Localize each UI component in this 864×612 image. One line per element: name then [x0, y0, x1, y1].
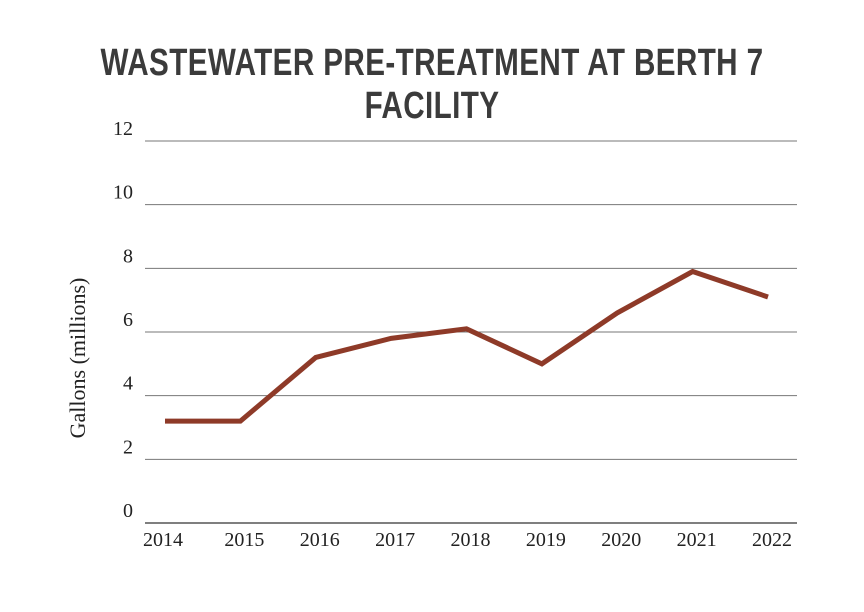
chart-title: WASTEWATER PRE-TREATMENT AT BERTH 7 FACI… — [100, 42, 764, 127]
y-tick-label: 0 — [123, 500, 133, 522]
x-tick-label: 2017 — [375, 529, 415, 551]
y-tick-label: 4 — [123, 373, 133, 395]
x-tick-label: 2015 — [224, 529, 264, 551]
x-tick-label: 2020 — [601, 529, 641, 551]
y-tick-label: 12 — [113, 118, 133, 140]
y-tick-label: 8 — [123, 245, 133, 267]
x-tick-label: 2022 — [752, 529, 792, 551]
y-tick-label: 10 — [113, 182, 133, 204]
x-tick-label: 2019 — [526, 529, 566, 551]
y-tick-label: 2 — [123, 436, 133, 458]
y-tick-label: 6 — [123, 309, 133, 331]
x-tick-label: 2014 — [143, 529, 183, 551]
y-axis-label: Gallons (millions) — [65, 278, 90, 439]
series-line — [165, 268, 769, 424]
x-tick-label: 2021 — [677, 529, 717, 551]
x-tick-label: 2018 — [451, 529, 491, 551]
x-tick-label: 2016 — [300, 529, 340, 551]
